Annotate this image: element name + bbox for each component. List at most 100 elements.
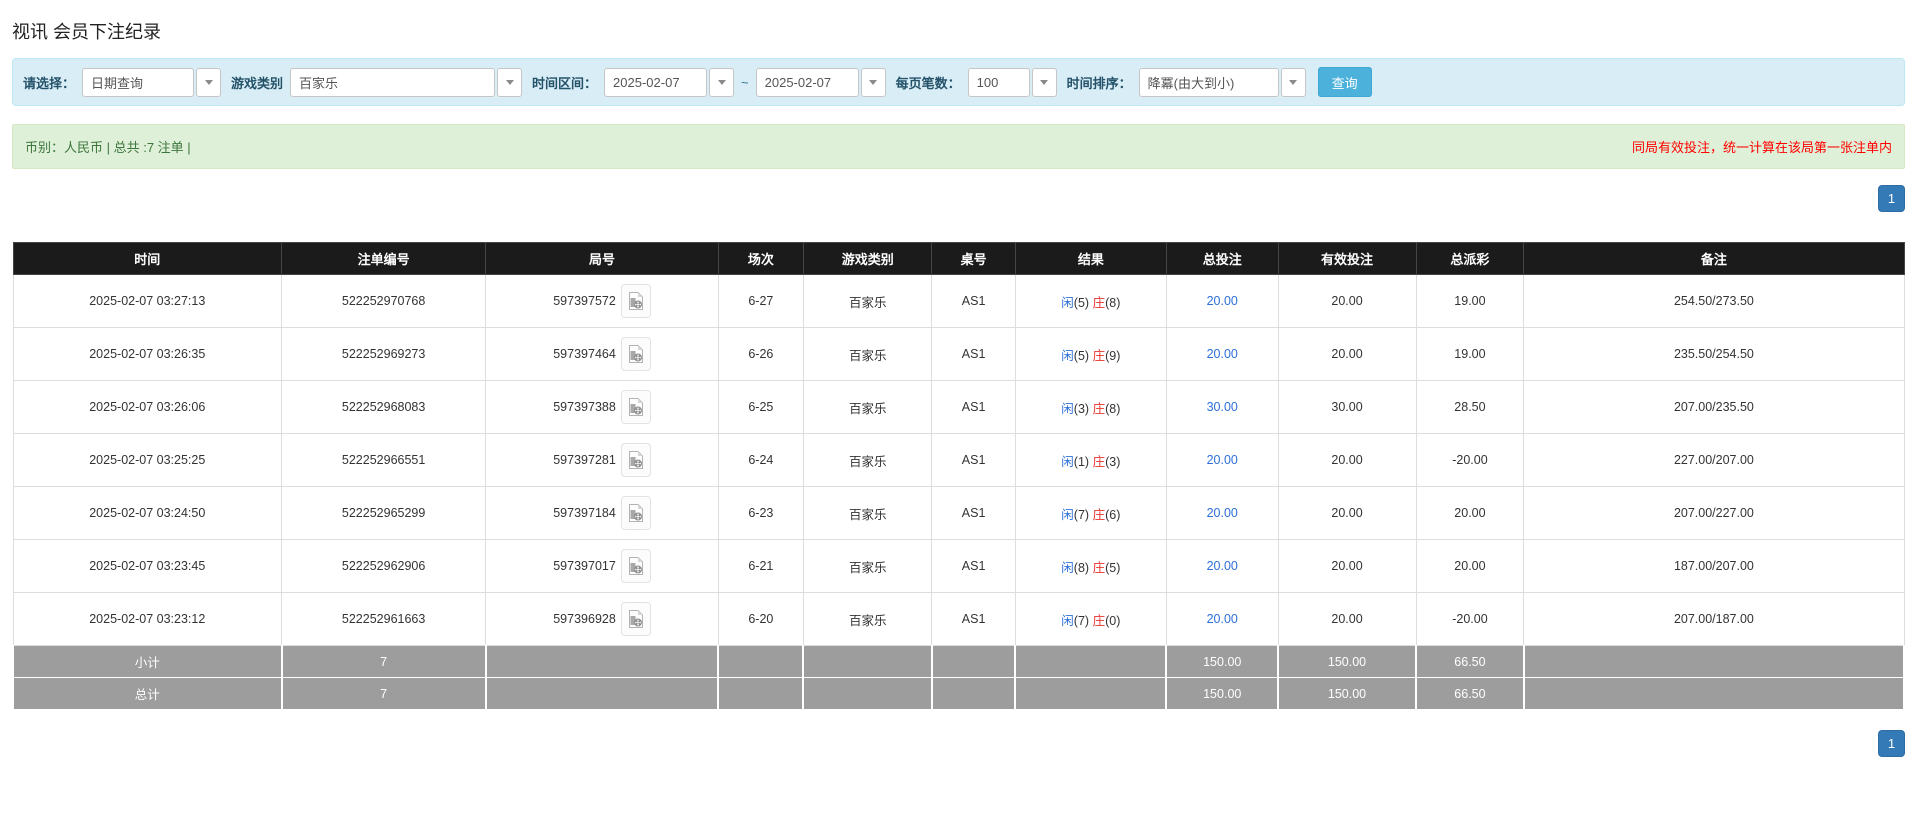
video-file-icon: [628, 504, 643, 522]
result-player-label: 闲: [1061, 560, 1074, 575]
total-total-bet: 150.00: [1165, 677, 1280, 710]
cell-note: 207.00/235.50: [1523, 380, 1905, 434]
video-replay-button[interactable]: [620, 284, 651, 318]
cell-table-id: AS1: [931, 327, 1016, 381]
result-player-points: (8): [1073, 560, 1090, 575]
cell-note: 207.00/187.00: [1523, 592, 1905, 646]
page-1-button[interactable]: 1: [1878, 730, 1905, 757]
round-number: 597397184: [553, 506, 616, 520]
cell-note: 227.00/207.00: [1523, 433, 1905, 487]
page-1-button[interactable]: 1: [1878, 185, 1905, 212]
page-size-dropdown-button[interactable]: [1031, 67, 1057, 97]
cell-table-id: AS1: [931, 486, 1016, 540]
cell-session: 6-24: [717, 433, 804, 487]
video-replay-button[interactable]: [620, 602, 651, 636]
video-replay-button[interactable]: [620, 337, 651, 371]
cell-session: 6-20: [717, 592, 804, 646]
table-row: 2025-02-07 03:25:25 522252966551 5973972…: [12, 433, 1905, 487]
video-replay-button[interactable]: [620, 443, 651, 477]
query-type-value[interactable]: 日期查询: [82, 67, 195, 97]
cell-game-type: 百家乐: [802, 539, 933, 593]
cell-game-type: 百家乐: [802, 433, 933, 487]
result-banker-points: (8): [1105, 401, 1121, 416]
cell-payout: 20.00: [1415, 539, 1525, 593]
cell-game-type: 百家乐: [802, 274, 933, 328]
total-bet-link[interactable]: 20.00: [1206, 453, 1238, 467]
total-bet-link[interactable]: 20.00: [1206, 559, 1238, 573]
date-to-dropdown-button[interactable]: [860, 67, 886, 97]
subtotal-payout: 66.50: [1415, 645, 1525, 678]
cell-valid-bet: 20.00: [1277, 433, 1417, 487]
video-file-icon: [628, 451, 643, 469]
cell-valid-bet: 30.00: [1277, 380, 1417, 434]
cell-table-id: AS1: [931, 433, 1016, 487]
total-bet-link[interactable]: 20.00: [1206, 294, 1238, 308]
round-number: 597396928: [553, 612, 616, 626]
game-type-value[interactable]: 百家乐: [290, 67, 496, 97]
cell-bet-id: 522252968083: [281, 380, 487, 434]
cell-note: 207.00/227.00: [1523, 486, 1905, 540]
filter-group-query-type: 请选择： 日期查询: [23, 67, 222, 97]
result-banker-points: (8): [1105, 295, 1121, 310]
video-replay-button[interactable]: [620, 496, 651, 530]
cell-valid-bet: 20.00: [1277, 486, 1417, 540]
result-banker-label: 庄: [1092, 401, 1106, 416]
date-range-label: 时间区间：: [532, 75, 598, 91]
filter-group-sort: 时间排序： 降冪(由大到小): [1067, 67, 1306, 97]
game-type-select[interactable]: 百家乐: [290, 67, 523, 97]
query-type-dropdown-button[interactable]: [196, 67, 222, 97]
sort-dropdown-button[interactable]: [1280, 67, 1306, 97]
date-to-value[interactable]: 2025-02-07: [755, 67, 859, 97]
search-button[interactable]: 查询: [1317, 67, 1372, 97]
query-type-select[interactable]: 日期查询: [82, 67, 222, 97]
cell-bet-id: 522252965299: [281, 486, 487, 540]
sort-select[interactable]: 降冪(由大到小): [1138, 67, 1306, 97]
header-session: 场次: [717, 242, 804, 275]
cell-total-bet: 20.00: [1165, 274, 1279, 328]
cell-session: 6-23: [717, 486, 804, 540]
cell-result: 闲(7) 庄(0): [1014, 592, 1167, 646]
total-bet-link[interactable]: 30.00: [1206, 400, 1238, 414]
cell-session: 6-27: [717, 274, 804, 328]
video-replay-button[interactable]: [620, 390, 651, 424]
table-row: 2025-02-07 03:24:50 522252965299 5973971…: [12, 486, 1905, 540]
date-from-value[interactable]: 2025-02-07: [604, 67, 708, 97]
video-file-icon: [628, 398, 643, 416]
result-player-points: (7): [1073, 613, 1090, 628]
query-type-label: 请选择：: [23, 75, 76, 91]
cell-game-type: 百家乐: [802, 380, 933, 434]
game-type-dropdown-button[interactable]: [497, 67, 523, 97]
cell-note: 254.50/273.50: [1523, 274, 1905, 328]
table-row: 2025-02-07 03:26:06 522252968083 5973973…: [12, 380, 1905, 434]
cell-payout: 28.50: [1415, 380, 1525, 434]
cell-time: 2025-02-07 03:27:13: [12, 274, 283, 328]
cell-bet-id: 522252962906: [281, 539, 487, 593]
cell-game-type: 百家乐: [802, 592, 933, 646]
date-to-select[interactable]: 2025-02-07: [755, 67, 886, 97]
cell-payout: 19.00: [1415, 274, 1525, 328]
result-player-label: 闲: [1061, 348, 1074, 363]
cell-result: 闲(1) 庄(3): [1014, 433, 1167, 487]
game-type-label: 游戏类别: [231, 75, 284, 91]
result-player-label: 闲: [1061, 454, 1074, 469]
page-size-value[interactable]: 100: [967, 67, 1030, 97]
result-banker-label: 庄: [1092, 507, 1106, 522]
sort-value[interactable]: 降冪(由大到小): [1138, 67, 1279, 97]
page-size-select[interactable]: 100: [967, 67, 1057, 97]
caret-down-icon: [204, 79, 213, 85]
table-header-row: 时间 注单编号 局号 场次 游戏类别 桌号 结果 总投注 有效投注 总派彩 备注: [12, 242, 1905, 275]
round-number: 597397572: [553, 294, 616, 308]
date-from-select[interactable]: 2025-02-07: [604, 67, 735, 97]
header-note: 备注: [1523, 242, 1905, 275]
total-count: 7: [280, 677, 487, 710]
date-from-dropdown-button[interactable]: [709, 67, 735, 97]
total-bet-link[interactable]: 20.00: [1206, 506, 1238, 520]
filter-group-page-size: 每页笔数： 100: [896, 67, 1057, 97]
video-replay-button[interactable]: [620, 549, 651, 583]
cell-session: 6-25: [717, 380, 804, 434]
cell-result: 闲(5) 庄(8): [1014, 274, 1167, 328]
total-bet-link[interactable]: 20.00: [1206, 612, 1238, 626]
filter-group-date-range: 时间区间： 2025-02-07 ~ 2025-02-07: [532, 67, 886, 97]
cell-round: 597397388: [485, 380, 719, 434]
total-bet-link[interactable]: 20.00: [1206, 347, 1238, 361]
